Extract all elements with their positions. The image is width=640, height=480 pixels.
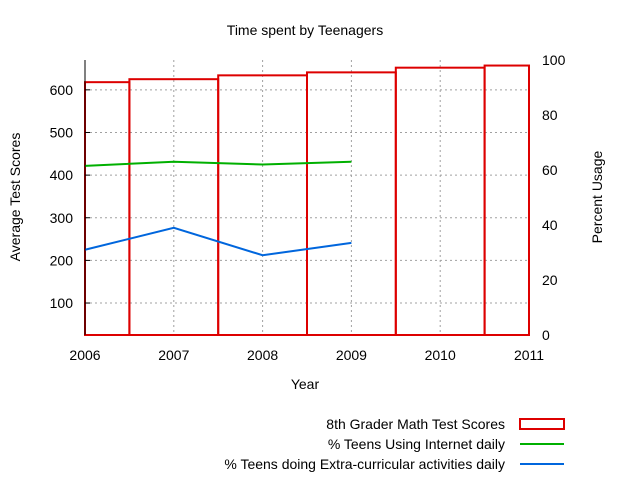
x-tick-label: 2006 [69,347,100,363]
y-axis-left-label: Average Test Scores [7,133,23,262]
line-internet-usage [84,160,352,167]
y-tick-label-left: 100 [50,295,74,311]
axes: 2006 2007 2008 2009 2010 20111002003004005006… [50,52,566,363]
bar-math-score [483,64,531,336]
legend-label-internet: % Teens Using Internet daily [328,436,505,452]
x-tick-label: 2007 [158,347,189,363]
chart-title: Time spent by Teenagers [227,22,383,38]
y-tick-label-right: 60 [542,162,558,178]
y-tick-label-right: 0 [542,327,550,343]
y-tick-label-left: 400 [50,167,74,183]
y-tick-label-left: 300 [50,210,74,226]
line-extracurricular [84,226,352,257]
bar-series [84,64,531,337]
y-tick-label-right: 40 [542,217,558,233]
legend-swatch-math-scores [519,418,565,430]
y-tick-label-right: 100 [542,52,566,68]
y-tick-label-left: 200 [50,252,74,268]
legend: 8th Grader Math Test Scores % Teens Usin… [224,416,565,472]
y-tick-label-right: 80 [542,107,558,123]
legend-label-math-scores: 8th Grader Math Test Scores [326,416,505,432]
y-tick-label-right: 20 [542,272,558,288]
y-tick-label-left: 500 [50,124,74,140]
y-axis-right-label: Percent Usage [589,150,605,243]
x-tick-label: 2008 [247,347,278,363]
legend-label-extracurricular: % Teens doing Extra-curricular activitie… [224,456,505,472]
bar-math-score [84,81,131,336]
x-tick-label: 2010 [425,347,456,363]
y-tick-label-left: 600 [50,82,74,98]
x-tick-label: 2011 [514,347,544,363]
x-axis-label: Year [291,376,320,392]
x-tick-label: 2009 [336,347,367,363]
